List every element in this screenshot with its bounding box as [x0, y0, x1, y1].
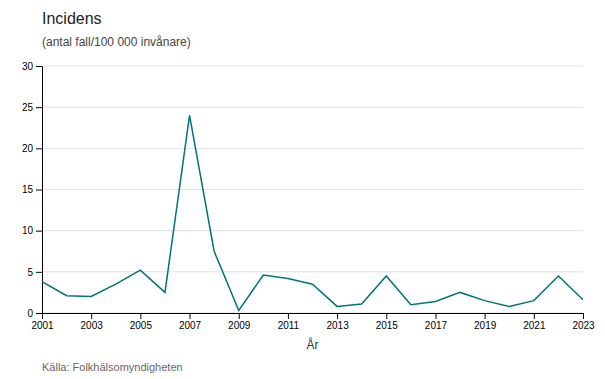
x-tick-line [91, 313, 92, 319]
x-tick-label: 2007 [179, 320, 202, 331]
x-tick-line [140, 313, 141, 319]
subtitle: (antal fall/100 000 invånare) [42, 35, 191, 49]
x-tick-line [337, 313, 338, 319]
y-tick: 10 [22, 225, 42, 236]
x-tick-line [239, 313, 240, 319]
x-tick-label: 2017 [425, 320, 448, 331]
x-tick-label: 2021 [523, 320, 546, 331]
x-tick-label: 2023 [572, 320, 595, 331]
chart: 0 5 10 15 20 25 30 2001 2003 2005 2007 2009 2011 2013… [0, 0, 605, 379]
plot: 0 5 10 15 20 25 30 2001 2003 2005 2007 2009 2011 2013… [22, 61, 595, 331]
x-tick-line [435, 313, 436, 319]
x-tick-label: 2003 [81, 320, 104, 331]
x-tick-line [190, 313, 191, 319]
grid-line [42, 107, 583, 108]
y-tick: 30 [22, 61, 42, 72]
y-tick-label: 25 [22, 102, 34, 113]
x-tick: 2005 [130, 313, 153, 331]
x-axis-title: År [307, 337, 319, 352]
y-tick-line [36, 148, 42, 149]
x-tick-line [534, 313, 535, 319]
y-tick: 5 [27, 267, 42, 278]
grid [42, 66, 583, 313]
y-tick-line [36, 313, 42, 314]
grid-line [42, 148, 583, 149]
y-tick-label: 30 [22, 61, 34, 72]
y-tick: 0 [27, 308, 42, 319]
x-tick: 2001 [31, 313, 54, 331]
y-tick-label: 0 [27, 308, 33, 319]
y-tick-label: 5 [27, 267, 33, 278]
y-axis-line [36, 67, 43, 314]
y-tick-label: 10 [22, 225, 34, 236]
y-tick-line [36, 231, 42, 232]
grid-line [42, 230, 583, 231]
x-tick-label: 2011 [278, 320, 300, 331]
x-tick-label: 2001 [31, 320, 54, 331]
x-tick: 2013 [326, 313, 349, 331]
x-tick-label: 2009 [228, 320, 251, 331]
y-tick-line [36, 107, 42, 108]
x-tick-label: 2005 [130, 320, 153, 331]
y-tick-label: 20 [22, 143, 34, 154]
x-tick: 2019 [474, 313, 497, 331]
x-tick: 2009 [228, 313, 251, 331]
x-tick-label: 2015 [376, 320, 399, 331]
y-tick-line [36, 272, 42, 273]
x-tick: 2021 [523, 313, 546, 331]
y-tick-label: 15 [22, 184, 34, 195]
y-tick: 15 [22, 184, 42, 195]
x-tick: 2023 [572, 313, 595, 331]
line [42, 115, 583, 310]
x-tick-label: 2013 [326, 320, 349, 331]
x-tick: 2015 [376, 313, 399, 331]
marks [42, 115, 583, 310]
y-tick-line [36, 190, 42, 191]
x-tick: 2011 [278, 313, 300, 331]
title: Incidens [42, 10, 102, 27]
y-tick: 20 [22, 143, 42, 154]
x-tick-line [485, 313, 486, 319]
x-tick-line [583, 313, 584, 319]
y-tick: 25 [22, 102, 42, 113]
x-tick-line [288, 313, 289, 319]
grid-line [42, 271, 583, 272]
x-tick-line [42, 313, 43, 319]
source: Källa: Folkhälsomyndigheten [42, 361, 183, 373]
grid-line [42, 189, 583, 190]
x-tick: 2003 [81, 313, 104, 331]
y-axis: 0 5 10 15 20 25 30 [22, 61, 43, 319]
y-tick-line [36, 66, 42, 67]
x-tick: 2007 [179, 313, 202, 331]
grid-line [42, 66, 583, 67]
x-axis: 2001 2003 2005 2007 2009 2011 2013 2015 2017 2019… [31, 313, 595, 331]
x-axis-line [43, 314, 584, 320]
x-tick-label: 2019 [474, 320, 497, 331]
x-tick: 2017 [425, 313, 448, 331]
x-tick-line [386, 313, 387, 319]
